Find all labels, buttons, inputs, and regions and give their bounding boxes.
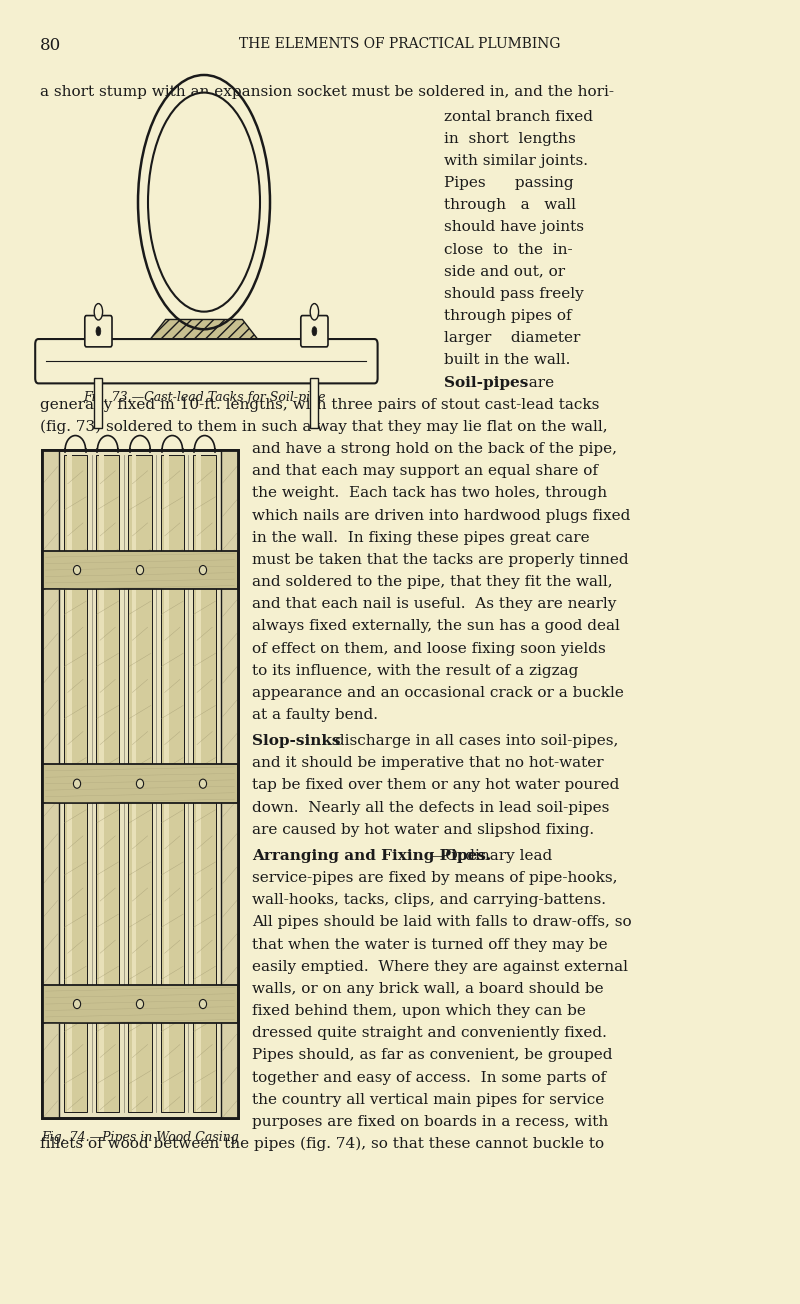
Ellipse shape — [312, 327, 317, 335]
Text: together and easy of access.  In some parts of: together and easy of access. In some par… — [252, 1071, 606, 1085]
Text: and it should be imperative that no hot-water: and it should be imperative that no hot-… — [252, 756, 604, 771]
Text: 80: 80 — [40, 37, 62, 53]
Text: —Ordinary lead: —Ordinary lead — [430, 849, 552, 863]
Bar — [42, 985, 238, 1024]
Ellipse shape — [199, 778, 206, 788]
Bar — [96, 455, 119, 1112]
Text: the country all vertical main pipes for service: the country all vertical main pipes for … — [252, 1093, 604, 1107]
Bar — [42, 550, 238, 589]
Text: (fig. 73) soldered to them in such a way that they may lie flat on the wall,: (fig. 73) soldered to them in such a way… — [40, 420, 608, 434]
Text: Fig. 74.—Pipes in Wood Casing: Fig. 74.—Pipes in Wood Casing — [41, 1131, 239, 1144]
FancyBboxPatch shape — [301, 316, 328, 347]
Text: through pipes of: through pipes of — [444, 309, 572, 323]
Ellipse shape — [96, 327, 101, 335]
Text: Pipes should, as far as convenient, be grouped: Pipes should, as far as convenient, be g… — [252, 1048, 613, 1063]
Text: the weight.  Each tack has two holes, through: the weight. Each tack has two holes, thr… — [252, 486, 607, 501]
Text: purposes are fixed on boards in a recess, with: purposes are fixed on boards in a recess… — [252, 1115, 608, 1129]
Text: and that each may support an equal share of: and that each may support an equal share… — [252, 464, 598, 479]
Ellipse shape — [136, 778, 144, 788]
Ellipse shape — [74, 999, 81, 1008]
Bar — [42, 450, 238, 1118]
Text: tap be fixed over them or any hot water poured: tap be fixed over them or any hot water … — [252, 778, 619, 793]
Text: a short stump with an expansion socket must be soldered in, and the hori-: a short stump with an expansion socket m… — [40, 85, 614, 99]
Text: which nails are driven into hardwood plugs fixed: which nails are driven into hardwood plu… — [252, 509, 630, 523]
Text: Soil‑pipes: Soil‑pipes — [444, 376, 528, 390]
Text: zontal branch fixed: zontal branch fixed — [444, 110, 593, 124]
Text: easily emptied.  Where they are against external: easily emptied. Where they are against e… — [252, 960, 628, 974]
Bar — [131, 455, 136, 1112]
Text: in the wall.  In fixing these pipes great care: in the wall. In fixing these pipes great… — [252, 531, 590, 545]
Bar — [64, 455, 87, 1112]
Text: THE ELEMENTS OF PRACTICAL PLUMBING: THE ELEMENTS OF PRACTICAL PLUMBING — [239, 37, 561, 51]
Text: dressed quite straight and conveniently fixed.: dressed quite straight and conveniently … — [252, 1026, 607, 1041]
Text: and that each nail is useful.  As they are nearly: and that each nail is useful. As they ar… — [252, 597, 616, 612]
Text: All pipes should be laid with falls to draw-offs, so: All pipes should be laid with falls to d… — [252, 915, 632, 930]
FancyBboxPatch shape — [35, 339, 378, 383]
Text: close  to  the  in-: close to the in- — [444, 243, 573, 257]
Bar — [94, 378, 102, 428]
Text: service-pipes are fixed by means of pipe-hooks,: service-pipes are fixed by means of pipe… — [252, 871, 618, 885]
Ellipse shape — [199, 999, 206, 1008]
Text: fillets of wood between the pipes (fig. 74), so that these cannot buckle to: fillets of wood between the pipes (fig. … — [40, 1137, 604, 1151]
Bar — [42, 764, 238, 803]
Text: Arranging and Fixing Pipes.: Arranging and Fixing Pipes. — [252, 849, 491, 863]
Ellipse shape — [94, 304, 102, 319]
Bar — [42, 450, 59, 1118]
Text: down.  Nearly all the defects in lead soil-pipes: down. Nearly all the defects in lead soi… — [252, 801, 610, 815]
Bar — [310, 378, 318, 428]
Text: fixed behind them, upon which they can be: fixed behind them, upon which they can b… — [252, 1004, 586, 1018]
Text: side and out, or: side and out, or — [444, 265, 565, 279]
Text: must be taken that the tacks are properly tinned: must be taken that the tacks are properl… — [252, 553, 629, 567]
Polygon shape — [146, 319, 262, 344]
Text: to its influence, with the result of a zigzag: to its influence, with the result of a z… — [252, 664, 578, 678]
Text: are caused by hot water and slipshod fixing.: are caused by hot water and slipshod fix… — [252, 823, 594, 837]
Text: discharge in all cases into soil-pipes,: discharge in all cases into soil-pipes, — [330, 734, 618, 748]
Text: wall-hooks, tacks, clips, and carrying-battens.: wall-hooks, tacks, clips, and carrying-b… — [252, 893, 606, 908]
Ellipse shape — [310, 304, 318, 319]
Text: should pass freely: should pass freely — [444, 287, 584, 301]
Text: at a faulty bend.: at a faulty bend. — [252, 708, 378, 722]
Ellipse shape — [148, 94, 259, 312]
Bar — [99, 455, 104, 1112]
Ellipse shape — [136, 999, 144, 1008]
Ellipse shape — [199, 566, 206, 575]
Text: should have joints: should have joints — [444, 220, 584, 235]
Bar — [42, 450, 238, 1118]
Bar — [164, 455, 169, 1112]
Text: and have a strong hold on the back of the pipe,: and have a strong hold on the back of th… — [252, 442, 617, 456]
Text: walls, or on any brick wall, a board should be: walls, or on any brick wall, a board sho… — [252, 982, 604, 996]
Text: larger    diameter: larger diameter — [444, 331, 580, 346]
Ellipse shape — [74, 778, 81, 788]
Text: in  short  lengths: in short lengths — [444, 132, 576, 146]
Bar — [193, 455, 216, 1112]
Ellipse shape — [74, 566, 81, 575]
Text: of effect on them, and loose fixing soon yields: of effect on them, and loose fixing soon… — [252, 642, 606, 656]
Text: always fixed externally, the sun has a good deal: always fixed externally, the sun has a g… — [252, 619, 620, 634]
Text: with similar joints.: with similar joints. — [444, 154, 588, 168]
Bar — [128, 455, 152, 1112]
Text: built in the wall.: built in the wall. — [444, 353, 570, 368]
Text: Pipes      passing: Pipes passing — [444, 176, 574, 190]
Text: appearance and an occasional crack or a buckle: appearance and an occasional crack or a … — [252, 686, 624, 700]
Text: Slop-sinks: Slop-sinks — [252, 734, 341, 748]
Bar — [196, 455, 201, 1112]
Bar — [221, 450, 238, 1118]
Bar — [67, 455, 72, 1112]
Bar — [161, 455, 184, 1112]
Text: Fig. 73.—Cast-lead Tacks for Soil-pipe: Fig. 73.—Cast-lead Tacks for Soil-pipe — [82, 391, 326, 404]
Ellipse shape — [136, 566, 144, 575]
Text: and soldered to the pipe, that they fit the wall,: and soldered to the pipe, that they fit … — [252, 575, 613, 589]
Text: are: are — [519, 376, 554, 390]
FancyBboxPatch shape — [85, 316, 112, 347]
Text: that when the water is turned off they may be: that when the water is turned off they m… — [252, 938, 608, 952]
Text: generally fixed in 10-ft. lengths, with three pairs of stout cast-lead tacks: generally fixed in 10-ft. lengths, with … — [40, 398, 599, 412]
Text: through   a   wall: through a wall — [444, 198, 576, 213]
